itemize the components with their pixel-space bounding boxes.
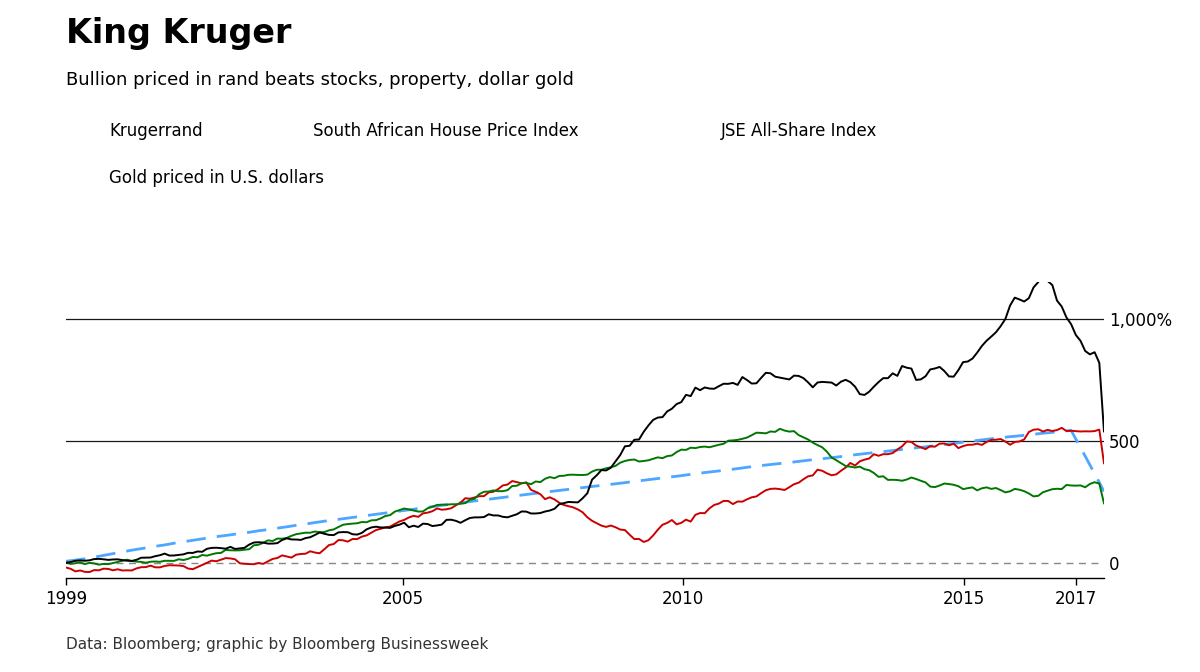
Text: King Kruger: King Kruger bbox=[66, 17, 292, 50]
Text: Krugerrand: Krugerrand bbox=[109, 122, 203, 140]
Text: Bullion priced in rand beats stocks, property, dollar gold: Bullion priced in rand beats stocks, pro… bbox=[66, 71, 574, 89]
Text: South African House Price Index: South African House Price Index bbox=[313, 122, 578, 140]
Text: Data: Bloomberg; graphic by Bloomberg Businessweek: Data: Bloomberg; graphic by Bloomberg Bu… bbox=[66, 637, 488, 652]
Text: Gold priced in U.S. dollars: Gold priced in U.S. dollars bbox=[109, 169, 324, 187]
Text: JSE All-Share Index: JSE All-Share Index bbox=[721, 122, 877, 140]
